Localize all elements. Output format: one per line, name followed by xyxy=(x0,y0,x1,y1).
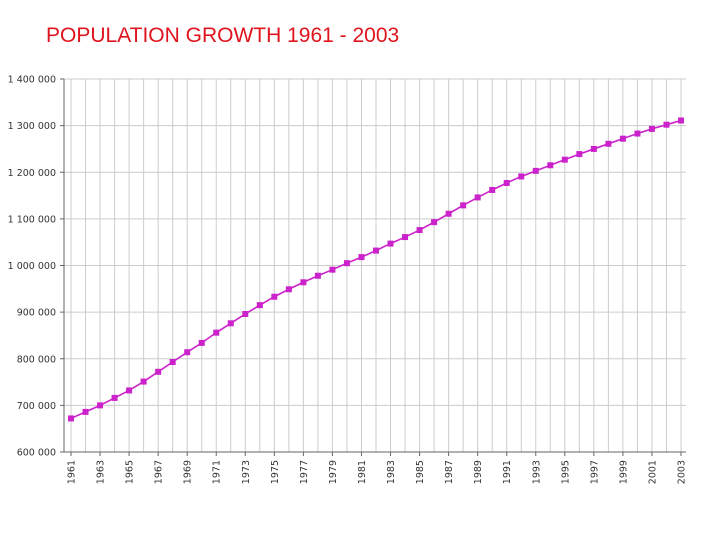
data-point xyxy=(169,359,176,366)
x-tick-label: 1961 xyxy=(67,460,78,484)
data-point xyxy=(329,266,336,273)
data-point xyxy=(256,302,263,309)
data-point xyxy=(314,272,321,279)
data-point xyxy=(590,145,597,152)
x-tick-label: 1975 xyxy=(270,460,281,484)
data-point xyxy=(285,286,292,293)
y-tick-label: 900 000 xyxy=(17,308,56,319)
x-tick-label: 1965 xyxy=(125,460,136,484)
data-point xyxy=(111,394,118,401)
y-tick-label: 700 000 xyxy=(17,401,56,412)
data-point xyxy=(445,210,452,217)
data-point xyxy=(576,151,583,158)
x-tick-label: 1963 xyxy=(96,460,107,484)
series-layer xyxy=(68,117,684,422)
data-point xyxy=(213,329,220,336)
x-tick-label: 1985 xyxy=(415,460,426,484)
chart-title: POPULATION GROWTH 1961 - 2003 xyxy=(46,24,400,47)
data-point xyxy=(416,227,423,234)
data-point xyxy=(126,387,133,394)
data-point xyxy=(300,279,307,286)
data-point xyxy=(648,125,655,132)
data-point xyxy=(155,368,162,375)
x-tick-label: 2001 xyxy=(647,460,658,484)
data-point xyxy=(678,117,684,124)
y-tick-label: 600 000 xyxy=(17,448,56,459)
data-point xyxy=(532,167,539,174)
x-tick-label: 1987 xyxy=(444,460,455,484)
data-point xyxy=(387,240,394,247)
data-point xyxy=(184,349,191,356)
data-point xyxy=(561,156,568,163)
x-tick-label: 1991 xyxy=(502,460,513,484)
y-tick-label: 800 000 xyxy=(17,354,56,365)
data-point xyxy=(431,219,438,226)
data-point xyxy=(474,194,481,201)
data-point xyxy=(373,247,379,254)
x-tick-label: 1993 xyxy=(531,460,542,484)
data-point xyxy=(663,121,670,128)
grid-layer xyxy=(64,78,686,453)
data-point xyxy=(242,310,249,317)
data-point xyxy=(634,130,641,137)
x-tick-label: 1983 xyxy=(386,460,397,484)
x-tick-label: 1967 xyxy=(154,460,165,484)
data-point xyxy=(489,186,496,193)
data-point xyxy=(619,135,626,142)
data-point xyxy=(343,260,350,267)
x-tick-label: 1969 xyxy=(183,460,194,484)
y-tick-label: 1 300 000 xyxy=(8,121,56,132)
x-tick-label: 1981 xyxy=(357,460,368,484)
data-point xyxy=(402,234,409,241)
x-tick-label: 1999 xyxy=(618,460,629,484)
data-point xyxy=(547,162,554,169)
data-point xyxy=(68,415,74,422)
x-tick-label: 1973 xyxy=(241,460,252,484)
data-point xyxy=(271,293,278,300)
x-tick-label: 1995 xyxy=(560,460,571,484)
axis-layer xyxy=(60,78,686,456)
x-tick-label: 1979 xyxy=(328,460,339,484)
x-tick-label: 1977 xyxy=(299,460,310,484)
data-point xyxy=(140,378,147,385)
data-point xyxy=(503,179,510,186)
x-tick-label: 1989 xyxy=(473,460,484,484)
data-point xyxy=(97,402,104,409)
data-point xyxy=(82,408,89,415)
y-tick-labels: 600 000 700 000 800 000 900 000 1 000 000 1 1… xyxy=(8,75,56,459)
y-tick-label: 1 100 000 xyxy=(8,214,56,225)
data-point xyxy=(460,202,467,209)
data-point xyxy=(605,140,612,147)
y-tick-label: 1 000 000 xyxy=(8,261,56,272)
x-tick-label: 1997 xyxy=(589,460,600,484)
y-tick-label: 1 400 000 xyxy=(8,75,56,86)
x-tick-label: 1971 xyxy=(212,460,223,484)
x-tick-labels: 1961 1963 1965 1967 1969 1971 1973 1975 1977 1979… xyxy=(67,460,688,484)
data-point xyxy=(518,173,525,180)
y-tick-label: 1 200 000 xyxy=(8,168,56,179)
data-point xyxy=(227,320,234,327)
x-tick-label: 2003 xyxy=(677,460,688,484)
data-point xyxy=(358,254,365,261)
data-point xyxy=(198,339,205,346)
